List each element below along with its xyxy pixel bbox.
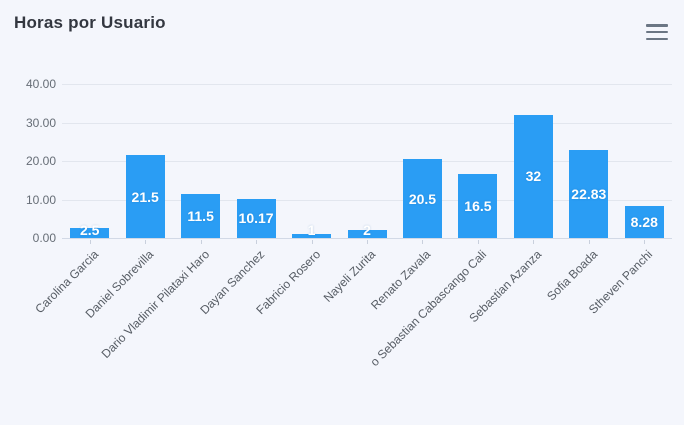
bar-value-label: 2.5 — [79, 222, 100, 238]
y-gridline — [62, 122, 672, 124]
bar-sofia-boada[interactable] — [569, 150, 609, 238]
y-axis-tick-label: 10.00 — [25, 192, 56, 207]
hamburger-menu-icon — [646, 24, 668, 27]
x-axis-tick — [477, 240, 479, 244]
hamburger-menu-icon — [646, 37, 668, 40]
bar-value-label: 21.5 — [131, 188, 159, 205]
x-axis-tick — [89, 240, 91, 244]
y-gridline — [62, 84, 672, 85]
chart-title: Horas por Usuario — [14, 13, 166, 32]
bar-value-label: 20.5 — [408, 190, 437, 207]
bar-carolina-garcia[interactable] — [70, 228, 110, 238]
x-axis-tick — [311, 240, 313, 244]
x-axis-tick — [145, 240, 147, 244]
bar-value-label: 2 — [363, 222, 371, 238]
x-axis-tick — [422, 240, 424, 244]
y-axis-tick-label: 40.00 — [25, 77, 56, 91]
bar-nayeli-zurita[interactable] — [347, 230, 387, 238]
x-axis-line — [62, 238, 672, 239]
y-axis-tick-label: 30.00 — [25, 115, 56, 130]
bar-renato-zavala[interactable] — [402, 159, 442, 238]
y-axis-tick-label: 20.00 — [25, 154, 56, 168]
x-axis-tick — [200, 240, 202, 244]
x-axis-tick — [367, 240, 368, 244]
bar-value-label: 16.5 — [464, 198, 492, 215]
bar-fabricio-rosero[interactable] — [292, 234, 332, 238]
x-axis-tick — [588, 240, 590, 244]
bar-value-label: 11.5 — [187, 207, 214, 224]
bar-sebastian-azanza[interactable] — [513, 114, 553, 238]
bar-dario-vladimir-pilataxi-haro[interactable] — [181, 193, 221, 238]
bar-value-label: 8.28 — [630, 214, 658, 231]
bar-value-label: 1 — [307, 222, 316, 238]
x-axis-tick — [533, 240, 535, 244]
bar-stheven-panchi[interactable] — [624, 206, 664, 238]
chart-context-menu-button[interactable] — [646, 23, 668, 41]
bar-value-label: 32 — [525, 168, 542, 185]
bar-o-sebastian-cabascango-cali[interactable] — [458, 174, 498, 238]
bar-dayan-sanchez[interactable] — [236, 198, 276, 238]
hamburger-menu-icon — [646, 30, 668, 34]
x-axis-tick — [644, 240, 646, 244]
bar-daniel-sobrevilla[interactable] — [125, 155, 165, 238]
bar-value-label: 22.83 — [571, 186, 607, 203]
y-axis-tick-label: 0.00 — [32, 231, 56, 245]
y-gridline — [62, 199, 672, 201]
y-gridline — [62, 161, 672, 162]
bar-value-label: 10.17 — [238, 210, 274, 227]
x-axis-tick — [256, 240, 258, 244]
